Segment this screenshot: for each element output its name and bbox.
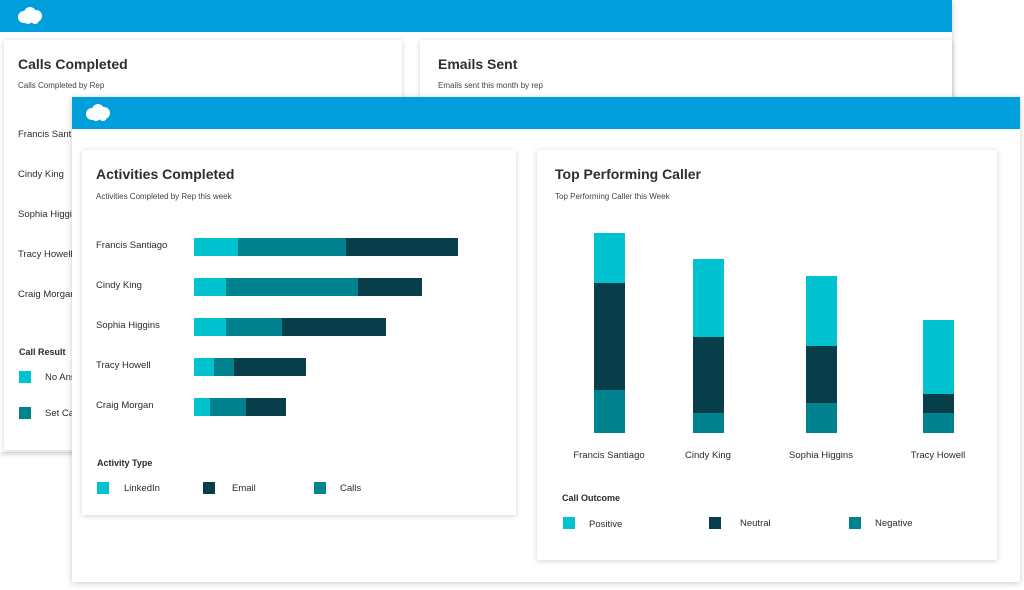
set-call-label: Set Call — [45, 408, 79, 419]
calls-rep-name: Craig Morgan — [18, 289, 76, 300]
activities-bar-chart: Francis Santiago Cindy King Sophia Higgins… — [82, 150, 516, 450]
neutral-swatch — [709, 517, 721, 529]
activities-category-label: Sophia Higgins — [96, 320, 160, 331]
column-segment-positive[interactable] — [922, 319, 954, 394]
column-segment-negative[interactable] — [593, 389, 625, 433]
column-segment-positive[interactable] — [692, 259, 724, 338]
bar-segment-calls[interactable] — [214, 358, 234, 376]
positive-label: Positive — [589, 519, 623, 530]
column-segment-positive[interactable] — [805, 276, 837, 347]
neutral-label: Neutral — [740, 518, 771, 529]
top-caller-category-label: Tracy Howell — [910, 450, 966, 461]
negative-swatch — [849, 517, 861, 529]
top-caller-category-label: Sophia Higgins — [789, 450, 853, 461]
calls-swatch — [314, 482, 326, 494]
bar-segment-linkedin[interactable] — [194, 238, 238, 256]
salesforce-cloud-icon[interactable] — [84, 103, 112, 123]
column-segment-neutral[interactable] — [922, 393, 954, 414]
emails-sent-title: Emails Sent — [438, 56, 518, 72]
column-segment-neutral[interactable] — [593, 283, 625, 390]
column-segment-negative[interactable] — [805, 402, 837, 433]
email-swatch — [203, 482, 215, 494]
activities-completed-card: Activities Completed Activities Complete… — [82, 150, 516, 515]
bar-segment-calls[interactable] — [226, 278, 358, 296]
bar-segment-linkedin[interactable] — [194, 278, 226, 296]
call-outcome-legend-title: Call Outcome — [562, 493, 621, 503]
top-caller-category-label: Cindy King — [685, 450, 731, 461]
calls-rep-name: Sophia Higgins — [18, 209, 82, 220]
no-answer-label: No Answer — [45, 372, 91, 383]
activity-type-legend-title: Activity Type — [97, 458, 153, 468]
calls-rep-name: Cindy King — [18, 169, 64, 180]
bar-segment-email[interactable] — [282, 318, 386, 336]
calls-completed-subtitle: Calls Completed by Rep — [18, 81, 105, 90]
column-segment-neutral[interactable] — [805, 346, 837, 403]
linkedin-label: LinkedIn — [124, 483, 160, 494]
bar-segment-linkedin[interactable] — [194, 318, 226, 336]
calls-completed-title: Calls Completed — [18, 56, 128, 72]
set-call-swatch — [19, 407, 31, 419]
bar-segment-linkedin[interactable] — [194, 358, 214, 376]
activities-completed-subtitle: Activities Completed by Rep this week — [96, 192, 232, 201]
column-segment-positive[interactable] — [593, 233, 625, 283]
activities-category-label: Tracy Howell — [96, 360, 151, 371]
call-result-legend-title: Call Result — [19, 347, 66, 357]
bar-segment-email[interactable] — [358, 278, 422, 296]
calls-label: Calls — [340, 483, 362, 494]
top-caller-title: Top Performing Caller — [555, 166, 701, 182]
emails-sent-card: Emails Sent Emails sent this month by re… — [420, 40, 952, 100]
bar-segment-calls[interactable] — [238, 238, 346, 256]
column-segment-negative[interactable] — [692, 413, 724, 433]
column-segment-negative[interactable] — [922, 413, 954, 433]
email-label: Email — [232, 483, 256, 494]
activities-category-label: Francis Santiago — [96, 240, 168, 251]
positive-swatch — [563, 517, 575, 529]
front-dashboard-window: Activities Completed Activities Complete… — [72, 97, 1020, 582]
emails-sent-subtitle: Emails sent this month by rep — [438, 81, 543, 90]
bar-segment-email[interactable] — [346, 238, 458, 256]
activities-category-label: Craig Morgan — [96, 400, 154, 411]
bar-segment-email[interactable] — [246, 398, 286, 416]
activities-category-label: Cindy King — [96, 280, 142, 291]
top-performing-caller-card: Top Performing Caller Top Performing Cal… — [537, 150, 997, 560]
top-caller-subtitle: Top Performing Caller this Week — [555, 192, 670, 201]
negative-label: Negative — [875, 518, 913, 529]
calls-rep-name: Francis Santiago — [18, 129, 90, 140]
bar-segment-linkedin[interactable] — [194, 398, 210, 416]
top-caller-bar-chart: Francis Santiago Cindy King Sophia Higgins… — [537, 150, 997, 480]
bar-segment-calls[interactable] — [226, 318, 282, 336]
bar-segment-calls[interactable] — [210, 398, 246, 416]
calls-rep-name: Tracy Howell — [18, 249, 73, 260]
bar-segment-email[interactable] — [234, 358, 306, 376]
salesforce-cloud-icon[interactable] — [16, 6, 44, 26]
top-caller-category-label: Francis Santiago — [573, 450, 645, 461]
column-segment-neutral[interactable] — [692, 337, 724, 414]
activities-completed-title: Activities Completed — [96, 166, 235, 182]
front-header-bar — [72, 97, 1020, 129]
no-answer-swatch — [19, 371, 31, 383]
back-header-bar — [0, 0, 952, 32]
linkedin-swatch — [97, 482, 109, 494]
